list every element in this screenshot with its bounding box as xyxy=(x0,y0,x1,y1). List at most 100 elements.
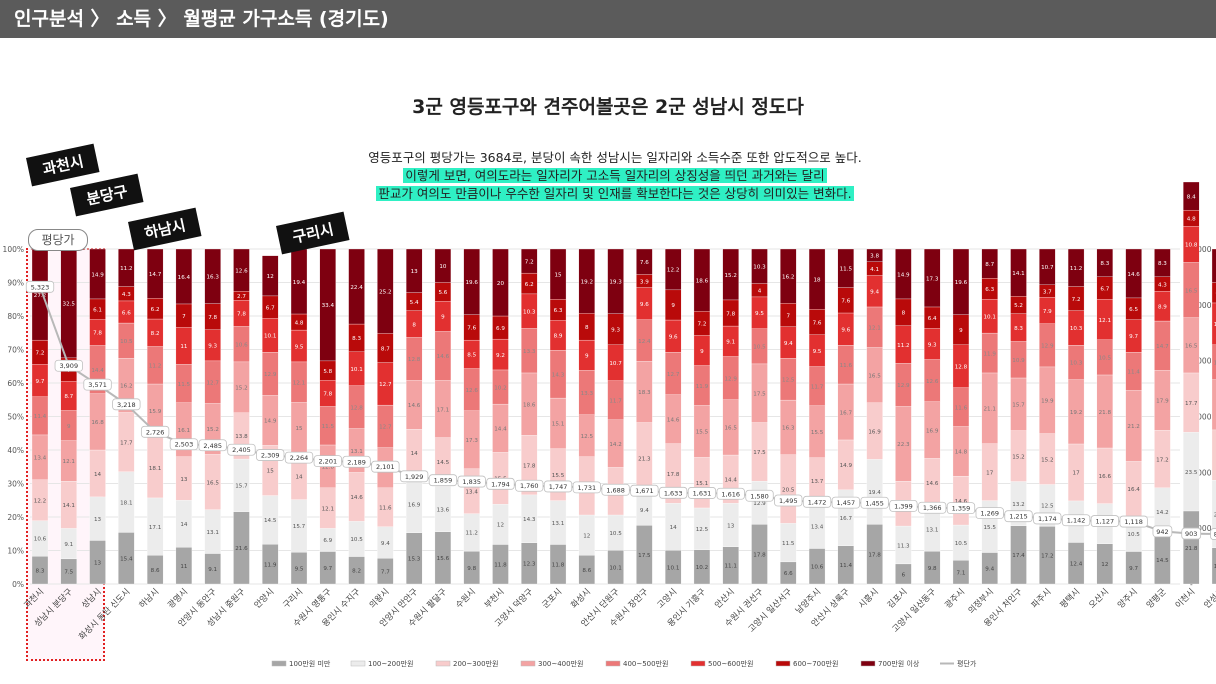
price-label: 1,631 xyxy=(693,489,712,497)
data-label: 16.5 xyxy=(724,426,737,432)
data-label: 11.5 xyxy=(322,424,335,430)
bar-segment xyxy=(1125,248,1142,299)
data-label: 16.2 xyxy=(120,384,132,390)
data-label: 8.6 xyxy=(582,568,591,574)
x-tick-label: 화성시 xyxy=(569,587,593,611)
data-label: 13.1 xyxy=(552,521,565,527)
price-label-box xyxy=(284,451,314,464)
data-label: 14.6 xyxy=(1127,272,1140,278)
data-label: 14.5 xyxy=(437,460,450,466)
data-label: 11.8 xyxy=(552,563,565,569)
legend-label: 100만원 미만 xyxy=(289,659,331,668)
legend-label: 200~300만원 xyxy=(453,659,498,668)
bar-segment xyxy=(866,248,883,262)
price-label: 1,366 xyxy=(923,504,942,512)
bar-segment xyxy=(1067,248,1085,287)
data-label: 9.3 xyxy=(208,344,217,350)
price-label-box xyxy=(1061,514,1091,527)
bar-segment xyxy=(434,248,452,283)
data-label: 21.8 xyxy=(1099,410,1112,416)
bar-segment xyxy=(1211,302,1216,345)
x-tick-label: 오산시 xyxy=(1087,586,1111,610)
bar-segment xyxy=(319,248,336,362)
x-tick-label: 부천시 xyxy=(482,586,506,610)
data-label: 11 xyxy=(180,344,188,350)
data-label: 9 xyxy=(67,424,71,430)
bar-segment xyxy=(895,248,912,300)
bar-segment xyxy=(751,248,768,284)
legend-label: 평단가 xyxy=(957,659,977,668)
data-label: 9.7 xyxy=(1129,334,1138,340)
data-label: 8.9 xyxy=(554,334,563,340)
legend-label: 600~700만원 xyxy=(793,659,838,668)
data-label: 11.4 xyxy=(840,563,853,569)
price-label-box xyxy=(342,455,371,468)
price-label: 2,309 xyxy=(261,452,280,460)
data-label: 10.5 xyxy=(120,339,133,345)
data-label: 4.3 xyxy=(122,292,131,298)
data-label: 5.2 xyxy=(1014,303,1023,309)
bar-segment xyxy=(262,255,279,297)
data-label: 9.6 xyxy=(669,334,678,340)
data-label: 13.4 xyxy=(811,524,824,530)
bar-segment xyxy=(607,248,624,314)
data-label: 6.7 xyxy=(266,305,275,311)
data-label: 7.1 xyxy=(957,570,966,576)
data-label: 7.2 xyxy=(697,322,706,328)
y-left-tick: 60% xyxy=(7,379,24,388)
x-tick-label: 고양시 xyxy=(655,586,679,610)
price-label-box xyxy=(659,486,688,499)
data-label: 10.5 xyxy=(955,541,968,547)
data-label: 33.4 xyxy=(322,303,335,309)
data-label: 9.1 xyxy=(726,340,735,346)
data-label: 23.5 xyxy=(1185,470,1198,476)
data-label: 12.9 xyxy=(753,501,766,507)
data-label: 14.9 xyxy=(91,272,104,278)
data-label: 8.4 xyxy=(1187,194,1196,200)
data-label: 15.2 xyxy=(235,386,247,392)
data-label: 14.6 xyxy=(667,417,680,423)
data-label: 4.8 xyxy=(295,320,304,326)
data-label: 9.3 xyxy=(611,328,620,334)
price-label: 1,794 xyxy=(491,480,510,488)
y-right-tick: 1,000 xyxy=(1190,524,1212,533)
data-label: 11.6 xyxy=(840,363,853,369)
data-label: 16.1 xyxy=(178,428,191,434)
data-label: 14.7 xyxy=(149,272,162,278)
data-label: 12.4 xyxy=(638,339,651,345)
bar-segment xyxy=(492,248,509,317)
data-label: 9.2 xyxy=(496,353,505,359)
data-label: 15.2 xyxy=(1041,457,1053,463)
data-label: 17.3 xyxy=(465,438,478,444)
bar-segment xyxy=(549,248,567,300)
data-label: 12.9 xyxy=(724,376,737,382)
data-label: 8.3 xyxy=(352,336,361,342)
price-label-box xyxy=(313,455,342,468)
data-label: 15.7 xyxy=(235,484,248,490)
data-label: 13.1 xyxy=(350,449,363,455)
data-label: 13 xyxy=(411,269,419,275)
x-tick-label: 안산시 xyxy=(712,586,736,610)
data-label: 8.3 xyxy=(1014,326,1023,332)
data-label: 13 xyxy=(94,517,102,523)
price-label-box xyxy=(399,470,429,483)
data-label: 21.1 xyxy=(984,407,997,413)
bar-segment xyxy=(636,248,653,275)
price-label: 1,580 xyxy=(750,492,769,500)
x-tick-label: 의왕시 xyxy=(367,586,391,610)
data-label: 16.7 xyxy=(840,410,853,416)
x-tick-label: 양주시 xyxy=(1115,586,1139,610)
price-label-box xyxy=(1152,525,1173,538)
price-label: 1,269 xyxy=(980,510,999,518)
data-label: 9.7 xyxy=(1129,566,1138,572)
data-label: 14.1 xyxy=(1012,271,1025,277)
data-label: 19.3 xyxy=(609,280,622,286)
data-label: 7.6 xyxy=(467,326,476,332)
data-label: 8.7 xyxy=(381,346,390,352)
data-label: 21.8 xyxy=(1185,546,1198,552)
data-label: 16.4 xyxy=(1127,487,1140,493)
data-label: 14.9 xyxy=(840,463,853,469)
data-label: 12.8 xyxy=(322,465,335,471)
data-label: 14.7 xyxy=(1156,344,1169,350)
